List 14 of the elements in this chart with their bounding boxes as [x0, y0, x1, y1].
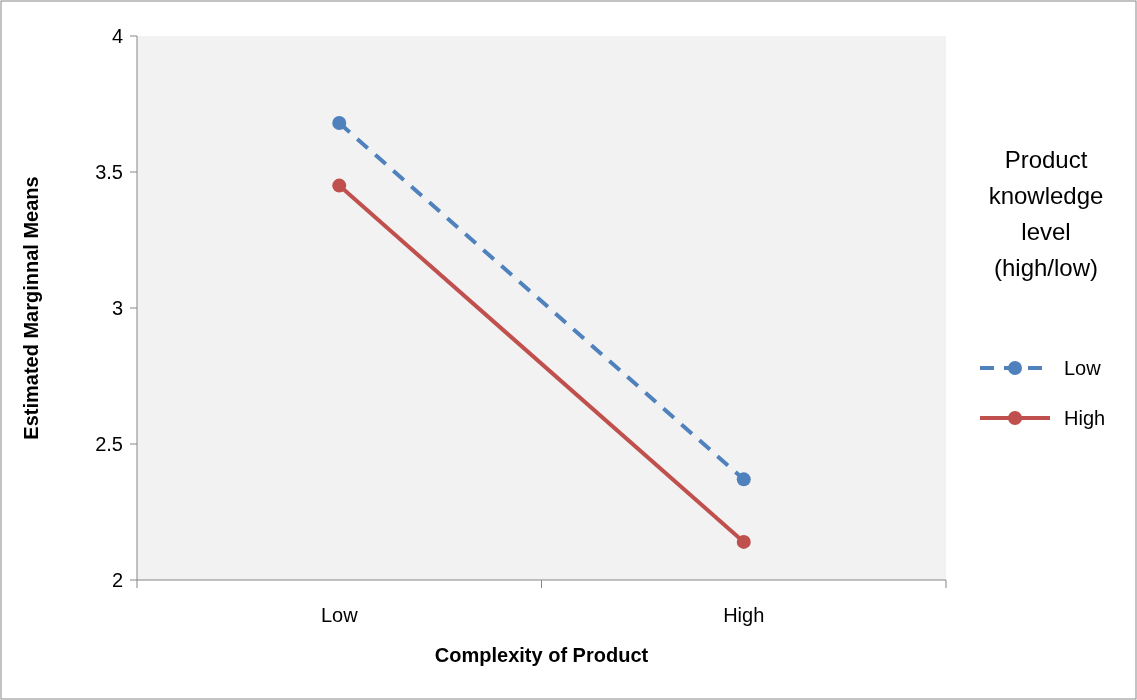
point	[332, 178, 347, 193]
y-tick-label: 4	[111, 25, 123, 47]
legend-label: High	[1064, 407, 1106, 429]
y-tick-label: 2.5	[95, 433, 123, 455]
legend-label: Low	[1064, 357, 1102, 379]
y-axis-title: Estimated Marginnal Means	[20, 176, 42, 440]
point	[332, 116, 347, 131]
legend-title: Product knowledge level (high/low)	[988, 146, 1104, 281]
point	[736, 472, 751, 487]
point	[736, 534, 751, 549]
x-axis-title: Complexity of Product	[434, 644, 649, 666]
y-tick-label: 3.5	[95, 161, 123, 183]
y-tick-label: 3	[111, 297, 123, 319]
y-tick-label: 2	[111, 569, 123, 591]
